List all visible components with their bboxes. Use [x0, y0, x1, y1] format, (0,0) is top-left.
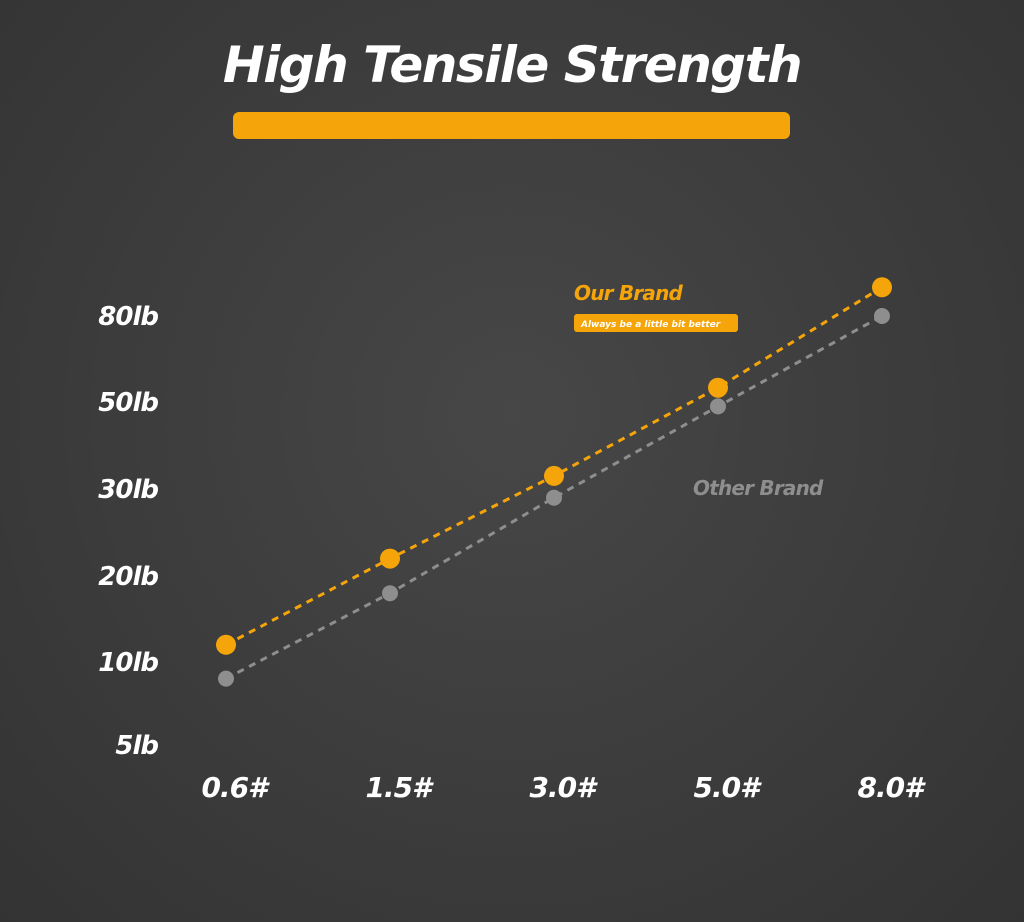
data-point-our-brand: [708, 377, 728, 398]
legend-our-brand-label: Our Brand: [574, 281, 684, 305]
legend-our-brand-tagline-badge: [574, 314, 738, 332]
y-axis-ticks: 5lb 10lb 20lb 30lb 50lb 80lb: [98, 302, 159, 761]
x-tick-label: 0.6#: [201, 771, 270, 804]
x-axis-ticks: 0.6# 1.5# 3.0# 5.0# 8.0#: [201, 771, 927, 804]
title-underline-bar: [233, 112, 790, 139]
y-tick-label: 10lb: [98, 648, 158, 678]
y-tick-label: 50lb: [98, 388, 158, 418]
x-tick-label: 1.5#: [365, 771, 434, 804]
legend-our-brand-tagline: Always be a little bit better: [580, 320, 721, 330]
series-layer: [216, 277, 892, 687]
legend-our-brand: Our Brand Always be a little bit better: [574, 281, 738, 332]
data-point-other-brand: [546, 489, 562, 506]
series-line-other-brand: [225, 314, 883, 680]
data-point-other-brand: [382, 585, 398, 602]
legend-other-brand-label: Other Brand: [693, 476, 824, 500]
y-tick-label: 80lb: [98, 302, 158, 332]
y-tick-label: 20lb: [98, 562, 158, 592]
data-point-our-brand: [872, 277, 892, 298]
y-tick-label: 30lb: [98, 475, 158, 505]
data-point-our-brand: [380, 548, 400, 569]
y-tick-label: 5lb: [115, 731, 158, 761]
page-title: High Tensile Strength: [222, 36, 803, 94]
data-point-our-brand: [544, 465, 564, 486]
data-point-other-brand: [874, 308, 890, 324]
data-point-other-brand: [218, 670, 234, 687]
x-tick-label: 3.0#: [529, 771, 598, 804]
x-tick-label: 5.0#: [693, 771, 762, 804]
x-tick-label: 8.0#: [857, 771, 926, 804]
data-point-other-brand: [710, 398, 726, 415]
data-point-our-brand: [216, 634, 236, 655]
